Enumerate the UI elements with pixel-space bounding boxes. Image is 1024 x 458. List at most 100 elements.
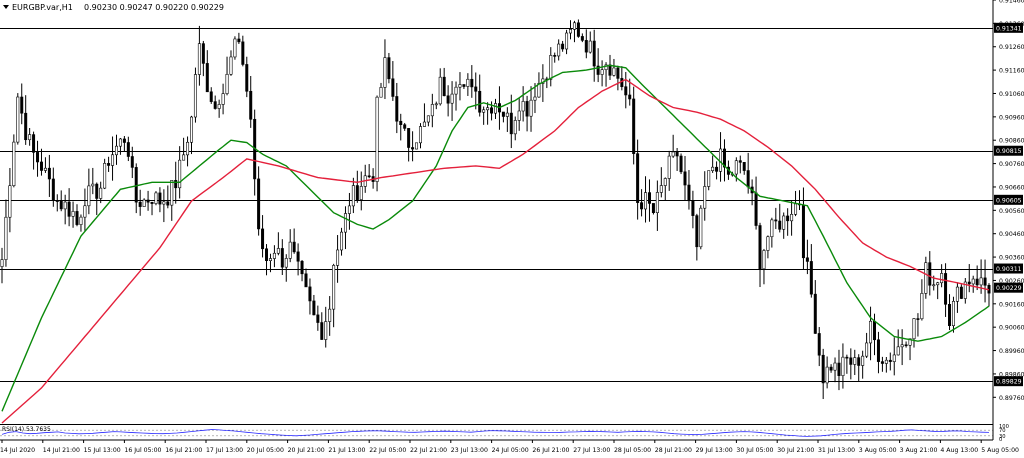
price-tick-label: 0.90560 [999,208,1024,215]
candle-body [201,43,205,64]
candle-body [229,56,233,75]
candle-body [39,161,43,171]
candle-body [683,171,687,186]
candle-body [71,211,75,217]
candle-body [375,96,379,182]
chart-header: EURGBP.var,H1 0.90230 0.90247 0.90220 0.… [3,3,224,12]
candle-body [525,101,529,117]
candle-body [936,282,940,286]
candle-body [778,220,782,230]
candle-body [549,55,553,80]
candle-body [237,38,241,43]
candle-body [4,216,8,260]
candle-body [186,141,190,156]
candle-body [426,115,430,123]
candle-body [446,95,450,104]
time-tick-label: 28 Jul 05:00 [614,447,651,454]
candle-body [99,187,103,199]
time-tick-label: 15 Jul 13:00 [84,447,121,454]
candle-body [900,344,904,348]
candle-body [111,154,115,166]
candle-body [766,236,770,251]
candle-body [470,78,474,88]
candle-body [829,366,833,371]
level-price-tag [994,194,1023,205]
candle-body [8,185,12,218]
candle-body [600,69,604,75]
candle-body [138,201,142,207]
time-tick-label: 30 Jul 21:00 [777,447,814,454]
candle-body [944,273,948,305]
candle-body [912,318,916,340]
price-tick-label: 0.90360 [999,255,1024,262]
time-tick-label: 27 Jul 13:00 [573,447,610,454]
candle-body [880,361,884,364]
candle-body [955,286,959,302]
time-tick-label: 20 Jul 21:00 [288,447,325,454]
candle-body [241,41,245,65]
time-tick-label: 16 Jul 21:00 [165,447,202,454]
candle-body [853,357,857,365]
candle-body [651,203,655,213]
level-price-label: 0.90815 [996,148,1022,155]
candle-body [817,333,821,356]
candle-body [849,357,853,365]
candle-body [624,86,628,96]
candle-body [529,99,533,117]
price-tick-label: 0.91460 [999,0,1024,5]
candle-body [418,126,422,144]
rsi-tick-label: 0 [999,437,1002,443]
candle-body [280,248,284,268]
candle-body [205,63,209,93]
candle-body [395,96,399,122]
candle-body [379,87,383,98]
candle-body [501,111,505,117]
candle-body [328,308,332,322]
candle-body [557,43,561,57]
time-tick-label: 22 Jul 21:00 [410,447,447,454]
candle-body [636,153,640,203]
candle-body [20,96,24,114]
price-tick-label: 0.90760 [999,161,1024,168]
candle-body [450,93,454,104]
triangle-down-icon[interactable] [3,5,9,9]
candle-body [762,250,766,270]
candle-body [383,57,387,88]
candle-body [837,362,841,376]
time-tick-label: 23 Jul 13:00 [451,447,488,454]
candle-body [430,104,434,117]
candle-body [91,183,95,187]
candle-body [292,241,296,253]
candle-body [466,78,470,87]
candle-body [963,281,967,299]
candle-body [640,202,644,210]
candle-body [75,211,79,225]
candle-body [490,107,494,114]
candle-body [569,29,573,34]
candle-body [351,185,355,207]
candle-body [399,120,403,126]
candle-body [845,356,849,359]
rsi-label: RSI(14) 53.7635 [2,426,51,433]
time-tick-label: 14 Jul 21:00 [43,447,80,454]
level-price-label: 0.91341 [996,25,1022,32]
candle-body [67,201,71,217]
candle-body [458,84,462,88]
price-tick-label: 0.90860 [999,138,1024,145]
candle-body [754,192,758,226]
candle-body [967,281,971,285]
candle-body [225,73,229,94]
candle-body [876,339,880,362]
candle-body [482,109,486,113]
candle-body [118,138,122,147]
time-tick-label: 24 Jul 05:00 [492,447,529,454]
candle-body [213,101,217,109]
candle-body [774,219,778,222]
candle-body [951,301,955,326]
price-tick-label: 0.89760 [999,395,1024,402]
price-tick-label: 0.91160 [999,68,1024,75]
candle-body [561,43,565,50]
candle-body [150,201,154,204]
